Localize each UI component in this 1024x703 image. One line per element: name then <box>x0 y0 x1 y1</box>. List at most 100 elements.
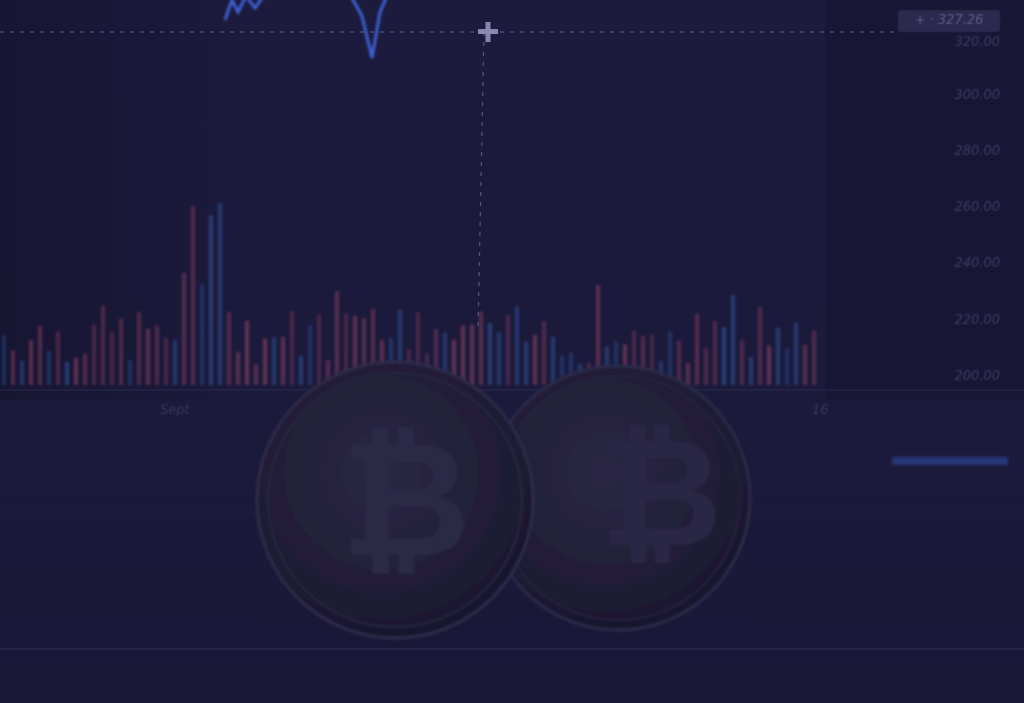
bottom-divider <box>0 648 1024 650</box>
volume-bar <box>236 352 240 385</box>
volume-bar <box>695 313 699 385</box>
volume-bar <box>65 361 69 385</box>
volume-bar <box>83 353 87 385</box>
volume-bar <box>74 357 78 385</box>
bitcoin-coin-back: ₿ <box>484 364 752 632</box>
volume-bar <box>29 340 33 385</box>
volume-bar <box>776 327 780 385</box>
volume-bar <box>749 356 753 385</box>
price-axis-label: 300.00 <box>954 88 1001 103</box>
volume-bar <box>398 309 402 385</box>
bitcoin-coin-front: ₿ <box>255 360 535 640</box>
volume-bar <box>290 311 294 385</box>
price-readout-value: 327.26 <box>937 13 984 28</box>
volume-bar <box>227 311 231 385</box>
volume-bar <box>668 331 672 385</box>
price-line <box>223 0 387 59</box>
price-axis: 320.00 300.00 280.00 260.00 240.00 220.0… <box>930 0 1001 400</box>
volume-bar <box>812 330 816 385</box>
volume-bar <box>704 348 708 385</box>
time-axis-label: 16 <box>812 403 829 418</box>
svg-text:₿: ₿ <box>340 406 470 593</box>
volume-bar <box>596 285 600 385</box>
crosshair-vertical-line <box>477 31 485 331</box>
volume-bar <box>47 350 51 385</box>
volume-bar <box>155 325 159 385</box>
volume-bar <box>803 344 807 385</box>
price-readout-prefix: + · <box>914 13 934 28</box>
volume-bar <box>299 355 303 385</box>
volume-bar <box>308 325 312 385</box>
volume-bar <box>164 337 168 385</box>
volume-bar <box>281 336 285 385</box>
chart-right-panel <box>825 0 1024 400</box>
volume-bar <box>686 363 690 385</box>
volume-bar <box>524 341 528 385</box>
volume-bar <box>740 340 744 385</box>
volume-bar <box>362 318 366 385</box>
volume-bar <box>470 324 474 385</box>
volume-bar <box>758 307 762 385</box>
volume-bar <box>353 315 357 385</box>
volume-bar <box>632 330 636 385</box>
volume-bar <box>731 295 735 385</box>
volume-bar <box>326 360 330 385</box>
volume-bar <box>38 325 42 385</box>
volume-bars <box>2 203 816 385</box>
volume-bar <box>173 340 177 385</box>
volume-bar <box>218 203 222 385</box>
volume-bar <box>11 350 15 385</box>
volume-bar <box>146 328 150 385</box>
svg-text:₿: ₿ <box>600 407 722 581</box>
volume-bar <box>497 332 501 385</box>
crosshair-icon <box>478 22 498 42</box>
volume-bar <box>713 321 717 385</box>
volume-bar <box>434 328 438 385</box>
volume-bar <box>767 345 771 385</box>
volume-bar <box>254 364 258 385</box>
volume-bar <box>677 340 681 385</box>
volume-bar <box>110 332 114 385</box>
volume-bar <box>335 291 339 385</box>
volume-bar <box>119 318 123 385</box>
volume-bar <box>416 312 420 385</box>
price-axis-label: 200.00 <box>954 369 1001 384</box>
volume-bar <box>443 332 447 385</box>
volume-bar <box>272 337 276 385</box>
time-axis-label: Sept <box>160 403 190 418</box>
volume-bar <box>209 215 213 385</box>
volume-bar <box>488 322 492 385</box>
indicator-bar <box>892 457 1008 465</box>
volume-bar <box>200 284 204 385</box>
volume-bar <box>2 335 6 385</box>
volume-bar <box>20 360 24 385</box>
volume-bar <box>722 327 726 385</box>
volume-bar <box>479 311 483 385</box>
volume-bar <box>344 313 348 385</box>
volume-bar <box>614 341 618 385</box>
volume-bar <box>452 339 456 385</box>
volume-bar <box>785 348 789 385</box>
volume-bar <box>542 321 546 385</box>
volume-bar <box>263 338 267 385</box>
price-axis-label: 220.00 <box>954 313 1001 328</box>
price-axis-label: 240.00 <box>954 256 1001 271</box>
volume-bar <box>506 315 510 385</box>
volume-bar <box>569 352 573 385</box>
volume-bar <box>128 360 132 385</box>
price-axis-label: 260.00 <box>954 200 1001 215</box>
price-axis-label: 280.00 <box>954 144 1001 159</box>
volume-bar <box>56 331 60 385</box>
volume-bar <box>794 322 798 385</box>
volume-bar <box>560 355 564 385</box>
volume-bar <box>101 305 105 385</box>
volume-bar <box>641 335 645 385</box>
volume-bar <box>317 315 321 385</box>
volume-bar <box>623 344 627 385</box>
volume-bar <box>92 324 96 385</box>
volume-bar <box>191 206 195 385</box>
volume-bar <box>182 272 186 385</box>
price-axis-label: 320.00 <box>954 35 1001 50</box>
